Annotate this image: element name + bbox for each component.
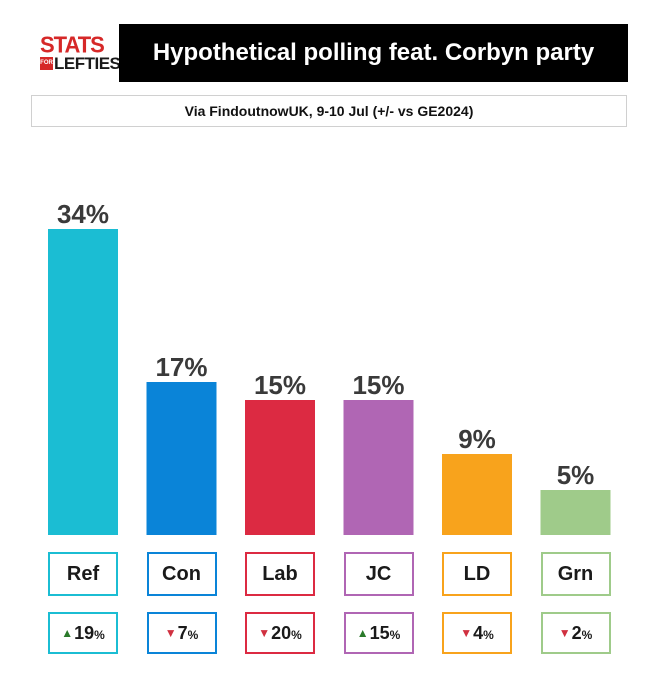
change-unit: % xyxy=(94,628,105,642)
stats-for-lefties-logo: STATS FOR LEFTIES xyxy=(40,31,121,76)
change-unit: % xyxy=(389,628,401,642)
change-unit: % xyxy=(291,628,302,642)
change-box-jc: ▲ 15% xyxy=(343,612,414,654)
change-box-lab: ▼ 20% xyxy=(245,612,315,654)
value-label-lab: 15% xyxy=(254,370,306,400)
category-label-con: Con xyxy=(146,552,217,596)
value-label-con: 17% xyxy=(155,352,207,382)
change-unit: % xyxy=(581,628,593,642)
change-value: 20 xyxy=(271,622,292,643)
up-arrow-icon: ▲ xyxy=(356,626,369,640)
category-label-ref: Ref xyxy=(48,552,118,596)
down-arrow-icon: ▼ xyxy=(164,626,177,640)
change-box-grn: ▼ 2% xyxy=(540,612,611,654)
change-box-con: ▼ 7% xyxy=(146,612,217,654)
bar-jc xyxy=(343,400,414,535)
down-arrow-icon: ▼ xyxy=(258,626,271,640)
change-box-ref: ▲ 19% xyxy=(48,612,118,654)
value-label-jc: 15% xyxy=(352,370,404,400)
category-label-grn: Grn xyxy=(540,552,611,596)
logo-for: FOR xyxy=(40,57,53,70)
change-value: 2 xyxy=(571,622,582,643)
category-label-lab: Lab xyxy=(245,552,315,596)
bar-ld xyxy=(442,454,512,535)
change-unit: % xyxy=(483,628,494,642)
category-label-ld: LD xyxy=(442,552,512,596)
change-unit: % xyxy=(187,628,199,642)
change-value: 15 xyxy=(369,622,390,643)
bar-con xyxy=(146,382,217,535)
down-arrow-icon: ▼ xyxy=(460,626,473,640)
logo-line1: STATS xyxy=(40,31,105,58)
change-box-ld: ▼ 4% xyxy=(442,612,512,654)
value-label-grn: 5% xyxy=(557,460,595,490)
bar-grn xyxy=(540,490,611,535)
bar-ref xyxy=(48,229,118,535)
chart-title: Hypothetical polling feat. Corbyn party xyxy=(119,24,628,82)
up-arrow-icon: ▲ xyxy=(61,626,74,640)
category-label-jc: JC xyxy=(343,552,414,596)
bar-lab xyxy=(245,400,315,535)
value-label-ref: 34% xyxy=(57,199,109,229)
change-value: 19 xyxy=(74,622,95,643)
change-value: 7 xyxy=(177,622,188,643)
change-value: 4 xyxy=(473,622,484,643)
value-label-ld: 9% xyxy=(458,424,496,454)
logo-line2: LEFTIES xyxy=(54,54,121,73)
chart-subtitle: Via FindoutnowUK, 9-10 Jul (+/- vs GE202… xyxy=(31,95,627,127)
down-arrow-icon: ▼ xyxy=(558,626,571,640)
